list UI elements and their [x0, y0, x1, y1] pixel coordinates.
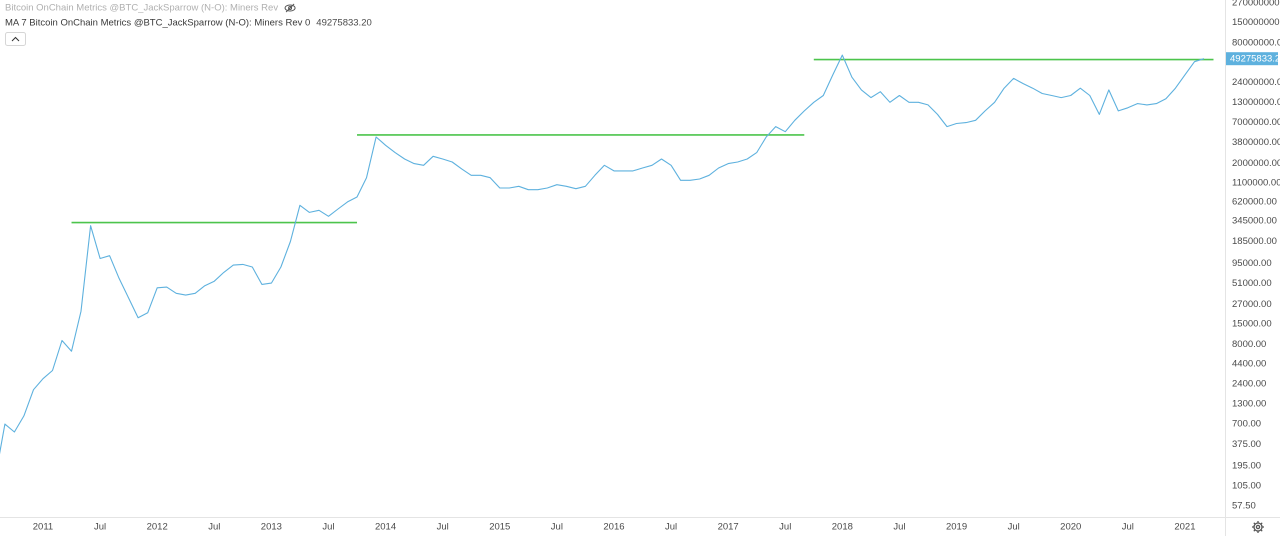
- y-tick-label: 27000.00: [1232, 299, 1272, 310]
- x-tick-label: 2014: [375, 522, 396, 533]
- y-tick-label: 270000000.00: [1232, 0, 1280, 9]
- x-tick-label: 2017: [718, 522, 739, 533]
- x-tick-label: 2018: [832, 522, 853, 533]
- last-value-badge: [1226, 52, 1278, 66]
- x-tick-label: Jul: [208, 522, 220, 533]
- y-tick-label: 1300.00: [1232, 398, 1266, 409]
- y-tick-label: 2000000.00: [1232, 158, 1280, 169]
- y-tick-label: 24000000.00: [1232, 77, 1280, 88]
- x-tick-label: 2020: [1060, 522, 1081, 533]
- hidden-study-name[interactable]: Bitcoin OnChain Metrics @BTC_JackSparrow…: [5, 3, 278, 14]
- y-tick-label: 185000.00: [1232, 236, 1277, 247]
- x-tick-label: 2015: [489, 522, 510, 533]
- x-tick-label: Jul: [893, 522, 905, 533]
- x-tick-label: 2013: [261, 522, 282, 533]
- y-tick-label: 13000000.00: [1232, 97, 1280, 108]
- y-tick-label: 8000.00: [1232, 339, 1266, 350]
- y-tick-label: 2400.00: [1232, 378, 1266, 389]
- settings-icon[interactable]: [1252, 521, 1264, 533]
- y-tick-label: 150000000.00: [1232, 17, 1280, 28]
- x-tick-label: 2021: [1174, 522, 1195, 533]
- y-tick-label: 700.00: [1232, 419, 1261, 430]
- visibility-toggle[interactable]: [284, 3, 296, 13]
- y-tick-label: 1100000.00: [1232, 178, 1280, 189]
- x-tick-label: Jul: [1122, 522, 1134, 533]
- y-tick-label: 620000.00: [1232, 196, 1277, 207]
- x-tick-label: Jul: [665, 522, 677, 533]
- y-tick-label: 95000.00: [1232, 258, 1272, 269]
- x-tick-label: Jul: [1008, 522, 1020, 533]
- x-tick-label: 2012: [147, 522, 168, 533]
- series-line: [0, 54, 1205, 455]
- x-tick-label: Jul: [551, 522, 563, 533]
- x-tick-label: Jul: [322, 522, 334, 533]
- series-name: MA 7 Bitcoin OnChain Metrics @BTC_JackSp…: [5, 18, 310, 29]
- y-tick-label: 4400.00: [1232, 358, 1266, 369]
- y-tick-label: 375.00: [1232, 439, 1261, 450]
- x-tick-label: 2011: [33, 522, 53, 533]
- x-tick-label: 2016: [603, 522, 624, 533]
- x-tick-label: Jul: [779, 522, 791, 533]
- y-tick-label: 345000.00: [1232, 216, 1277, 227]
- collapse-button[interactable]: [5, 32, 26, 46]
- y-tick-label: 80000000.00: [1232, 37, 1280, 48]
- x-tick-label: Jul: [437, 522, 449, 533]
- x-tick-label: 2019: [946, 522, 967, 533]
- y-tick-label: 3800000.00: [1232, 137, 1280, 148]
- plot-area: [0, 54, 1214, 455]
- x-tick-label: Jul: [94, 522, 106, 533]
- series-last-value: 49275833.20: [316, 18, 371, 29]
- y-tick-label: 195.00: [1232, 460, 1261, 471]
- y-tick-label: 105.00: [1232, 481, 1261, 492]
- y-tick-label: 15000.00: [1232, 318, 1272, 329]
- last-value-label: 49275833.20: [1230, 54, 1280, 65]
- y-tick-label: 57.50: [1232, 500, 1256, 511]
- y-tick-label: 51000.00: [1232, 278, 1272, 289]
- y-tick-label: 7000000.00: [1232, 117, 1280, 128]
